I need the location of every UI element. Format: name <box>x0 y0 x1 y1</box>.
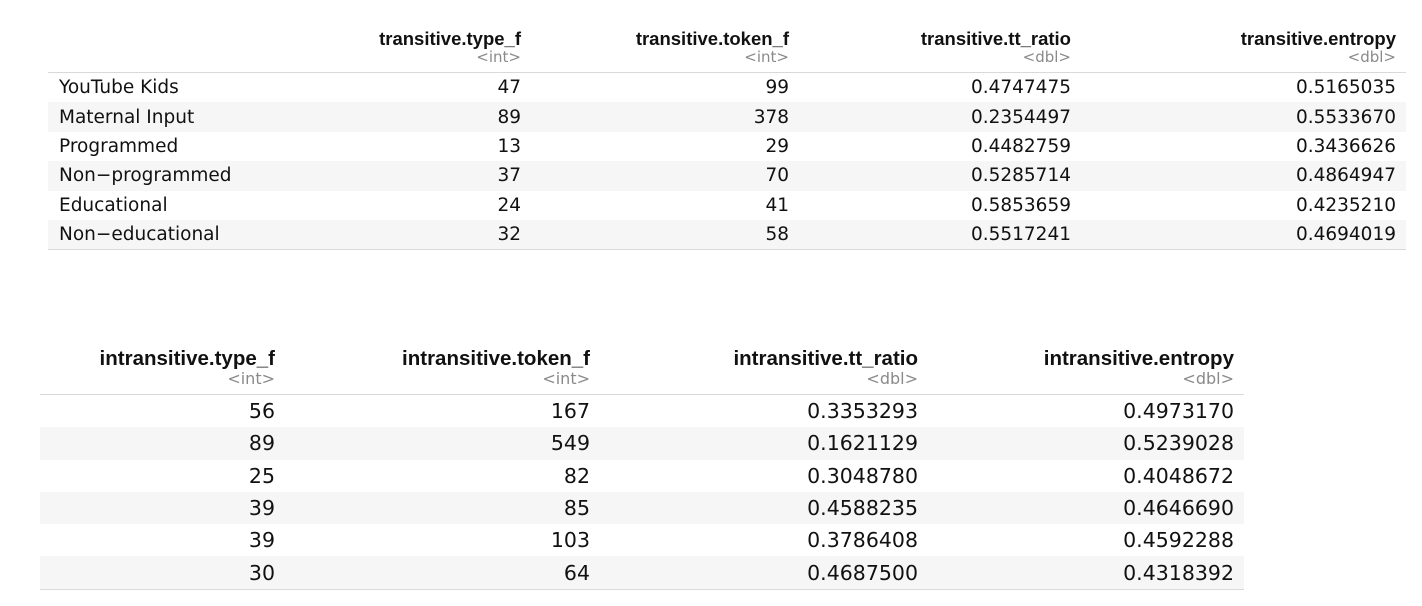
table-cell: 0.4973170 <box>1123 399 1234 424</box>
table-row: 56 167 0.3353293 0.4973170 <box>40 395 1244 428</box>
header-row: transitive.type_f <int> transitive.token… <box>48 28 1406 73</box>
table-cell: 29 <box>765 135 789 157</box>
table-row: 39 103 0.3786408 0.4592288 <box>40 524 1244 556</box>
column-name: transitive.token_f <box>635 28 789 49</box>
table-cell: 99 <box>765 77 789 99</box>
table-cell: 41 <box>765 194 789 216</box>
row-name: Non−programmed <box>48 161 258 191</box>
table-cell: 58 <box>531 219 799 251</box>
table-cell: 25 <box>248 463 275 488</box>
column-header[interactable]: intransitive.token_f <int> <box>285 347 600 395</box>
column-name: intransitive.entropy <box>1043 347 1234 370</box>
table-cell: 39 <box>248 528 275 553</box>
column-header[interactable]: transitive.type_f <int> <box>258 28 531 73</box>
table-cell: 0.1621129 <box>600 427 928 460</box>
table-cell: 0.5285714 <box>799 161 1081 191</box>
table-cell: 0.4482759 <box>970 135 1071 157</box>
table-cell: 549 <box>285 427 600 460</box>
table-cell: 56 <box>248 399 275 424</box>
column-header[interactable]: intransitive.tt_ratio <dbl> <box>600 347 928 395</box>
table-cell: 0.4235210 <box>1295 194 1396 216</box>
intransitive-table: intransitive.type_f <int> intransitive.t… <box>40 347 1244 590</box>
column-header[interactable]: transitive.tt_ratio <dbl> <box>799 28 1081 73</box>
column-header[interactable]: intransitive.type_f <int> <box>40 347 285 395</box>
table-cell: 39 <box>40 491 285 525</box>
column-type: <int> <box>227 369 275 388</box>
table-cell: 89 <box>40 427 285 460</box>
table-cell: 0.4048672 <box>1123 463 1234 488</box>
row-name: Programmed <box>59 135 179 157</box>
table-cell: 64 <box>285 556 600 590</box>
table-cell: 82 <box>563 463 590 488</box>
row-name: Educational <box>59 194 168 216</box>
table-cell: 0.5533670 <box>1081 102 1406 132</box>
column-type: <int> <box>744 48 789 66</box>
table-cell: 0.4694019 <box>1081 219 1406 251</box>
column-name: transitive.type_f <box>379 28 521 49</box>
column-type: <dbl> <box>1022 48 1071 66</box>
table-cell: 0.4864947 <box>1081 161 1406 191</box>
table-row: Educational 24 41 0.5853659 0.4235210 <box>48 191 1406 220</box>
column-name: intransitive.token_f <box>402 347 590 370</box>
table-cell: 0.5853659 <box>970 194 1071 216</box>
table-row: Non−educational 32 58 0.5517241 0.469401… <box>48 219 1406 251</box>
table-row: 39 85 0.4588235 0.4646690 <box>40 491 1244 525</box>
column-name: transitive.tt_ratio <box>920 28 1071 49</box>
column-header[interactable]: transitive.entropy <dbl> <box>1081 28 1406 73</box>
table-cell: 0.5517241 <box>799 219 1081 251</box>
table-cell: 13 <box>497 135 521 157</box>
table-cell: 0.3353293 <box>807 399 918 424</box>
column-type: <dbl> <box>1182 369 1234 388</box>
table-cell: 32 <box>258 219 531 251</box>
table-cell: 167 <box>550 399 590 424</box>
table-cell: 70 <box>531 161 799 191</box>
table-row: 89 549 0.1621129 0.5239028 <box>40 427 1244 460</box>
table-cell: 37 <box>258 161 531 191</box>
row-name: Maternal Input <box>48 102 258 132</box>
table-cell: 0.4592288 <box>1123 528 1234 553</box>
table-cell: 0.3786408 <box>807 528 918 553</box>
row-name: Non−educational <box>48 219 258 251</box>
column-type: <dbl> <box>866 369 918 388</box>
table-cell: 0.5165035 <box>1295 77 1396 99</box>
column-name: transitive.entropy <box>1240 28 1396 49</box>
column-header[interactable]: transitive.token_f <int> <box>531 28 799 73</box>
table-row: Maternal Input 89 378 0.2354497 0.553367… <box>48 102 1406 132</box>
column-type: <int> <box>476 48 521 66</box>
table-cell: 0.5239028 <box>928 427 1244 460</box>
table-cell: 0.2354497 <box>799 102 1081 132</box>
table-cell: 47 <box>497 77 521 99</box>
column-type: <dbl> <box>1347 48 1396 66</box>
column-name: intransitive.type_f <box>99 347 275 370</box>
table-row: 30 64 0.4687500 0.4318392 <box>40 556 1244 590</box>
table-cell: 103 <box>550 528 590 553</box>
transitive-table: transitive.type_f <int> transitive.token… <box>48 28 1406 251</box>
column-name: intransitive.tt_ratio <box>733 347 918 370</box>
table-cell: 30 <box>40 556 285 590</box>
table-cell: 24 <box>497 194 521 216</box>
table-cell: 378 <box>531 102 799 132</box>
header-row: intransitive.type_f <int> intransitive.t… <box>40 347 1244 395</box>
row-name: YouTube Kids <box>59 77 179 99</box>
table-cell: 0.3436626 <box>1295 135 1396 157</box>
table-cell: 85 <box>285 491 600 525</box>
table-row: Programmed 13 29 0.4482759 0.3436626 <box>48 132 1406 161</box>
table-cell: 0.4687500 <box>600 556 928 590</box>
table-row: 25 82 0.3048780 0.4048672 <box>40 460 1244 492</box>
table-cell: 0.4318392 <box>928 556 1244 590</box>
table-cell: 0.4646690 <box>928 491 1244 525</box>
table-row: YouTube Kids 47 99 0.4747475 0.5165035 <box>48 73 1406 103</box>
table-cell: 89 <box>258 102 531 132</box>
column-type: <int> <box>542 369 590 388</box>
table-cell: 0.3048780 <box>807 463 918 488</box>
table-cell: 0.4747475 <box>970 77 1071 99</box>
table-row: Non−programmed 37 70 0.5285714 0.4864947 <box>48 161 1406 191</box>
table-cell: 0.4588235 <box>600 491 928 525</box>
rowname-header <box>48 28 258 73</box>
column-header[interactable]: intransitive.entropy <dbl> <box>928 347 1244 395</box>
